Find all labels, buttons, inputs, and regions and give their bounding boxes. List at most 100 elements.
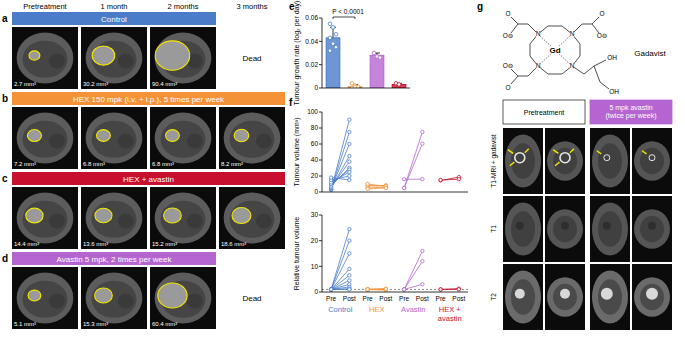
y-tick xyxy=(319,240,322,241)
plot-area xyxy=(329,118,460,192)
volume-label: 15.2 mm³ xyxy=(152,241,177,247)
column-header: 3 months xyxy=(237,2,268,11)
significance-bracket xyxy=(333,17,355,19)
volume-label: 90.4 mm³ xyxy=(152,81,177,87)
panel-label: d xyxy=(2,253,8,264)
image-bg xyxy=(590,128,630,194)
pair-line xyxy=(331,156,349,188)
pair-line xyxy=(331,287,349,290)
volume-label: 15.3 mm³ xyxy=(83,321,108,327)
point xyxy=(384,287,387,290)
mri-image xyxy=(150,107,216,169)
brain xyxy=(547,277,583,317)
treatment-label: Control xyxy=(101,15,127,24)
bond xyxy=(538,26,572,34)
brain-inner xyxy=(553,216,577,242)
point xyxy=(348,267,351,270)
brain xyxy=(86,113,143,164)
image-bg xyxy=(503,264,543,330)
tumour-outline xyxy=(26,208,43,223)
ventricle xyxy=(118,214,134,229)
treatment-bar xyxy=(12,92,285,105)
ventricle xyxy=(187,134,203,149)
column-header: 1 month xyxy=(100,2,127,11)
bar xyxy=(370,55,384,88)
label-line: HEX xyxy=(369,305,384,314)
y-tick xyxy=(319,18,322,19)
column-header: Pretreatment xyxy=(23,2,67,11)
tumour-outline xyxy=(166,130,180,142)
brain-inner xyxy=(640,284,664,310)
point xyxy=(402,186,405,189)
treatment-label: HEX 150 mpk (i.v. + i.p.), 5 times per w… xyxy=(73,95,225,104)
point xyxy=(329,288,332,291)
y-tick xyxy=(319,192,322,193)
tumour xyxy=(646,288,658,300)
point xyxy=(329,288,332,291)
treatment-bar xyxy=(12,172,285,185)
point xyxy=(384,288,387,291)
brain xyxy=(17,33,74,84)
point xyxy=(439,178,442,181)
plot-area xyxy=(322,227,468,291)
brain-inner xyxy=(511,211,535,247)
y-tick xyxy=(319,266,322,267)
x-tick-label: Post xyxy=(343,295,356,302)
point xyxy=(348,227,351,230)
tumour-outline xyxy=(95,208,112,223)
compound-name: Gadavist xyxy=(634,49,666,58)
brain-inner xyxy=(23,121,68,158)
brain xyxy=(634,141,670,181)
bar xyxy=(326,38,340,88)
y-tick xyxy=(319,160,322,161)
bond xyxy=(594,66,609,89)
panel-label: a xyxy=(2,13,8,24)
brain xyxy=(634,209,670,249)
row-label: T1-MRI + gadavist xyxy=(490,134,498,187)
brain-inner xyxy=(23,41,68,78)
brain xyxy=(592,203,628,256)
enhancing-rim xyxy=(604,155,610,161)
volume-label: 6.8 mm³ xyxy=(152,161,174,167)
atom: O⊖ xyxy=(597,32,608,39)
point xyxy=(348,178,351,181)
pair-line xyxy=(331,162,349,188)
point xyxy=(384,186,387,189)
y-tick-label: 0.06 xyxy=(305,14,318,21)
y-tick xyxy=(319,64,322,65)
panel-label: f xyxy=(289,97,293,108)
image-bg xyxy=(12,27,78,89)
atom: N xyxy=(536,30,541,37)
pair-line xyxy=(368,184,386,186)
y-tick-label: 100 xyxy=(307,108,318,115)
enhancing-rim xyxy=(515,153,525,163)
pair-line xyxy=(441,179,459,181)
image-bg xyxy=(150,107,216,169)
pair-line xyxy=(331,289,349,290)
x-axis xyxy=(322,192,468,193)
point xyxy=(348,142,351,145)
plot-area xyxy=(326,22,406,88)
brain-inner xyxy=(230,121,275,158)
mri-image xyxy=(503,128,543,194)
y-tick xyxy=(319,112,322,113)
point xyxy=(366,288,369,291)
brain-inner xyxy=(230,201,275,238)
pair-line xyxy=(331,172,349,182)
y-tick xyxy=(319,41,322,42)
y-tick xyxy=(319,144,322,145)
tumour xyxy=(648,222,656,230)
atom: OH xyxy=(609,88,619,95)
point xyxy=(348,154,351,157)
mri-image xyxy=(503,264,543,330)
brain xyxy=(592,271,628,324)
brain-inner xyxy=(23,201,68,238)
atom-bg xyxy=(600,11,604,17)
pair-line xyxy=(331,120,349,190)
tumour xyxy=(601,288,613,300)
group-label: Control xyxy=(328,305,353,314)
atom: O⊖ xyxy=(503,62,514,69)
mri-image xyxy=(12,267,78,329)
pair-line xyxy=(404,179,422,180)
volume-label: 14.4 mm³ xyxy=(14,241,39,247)
